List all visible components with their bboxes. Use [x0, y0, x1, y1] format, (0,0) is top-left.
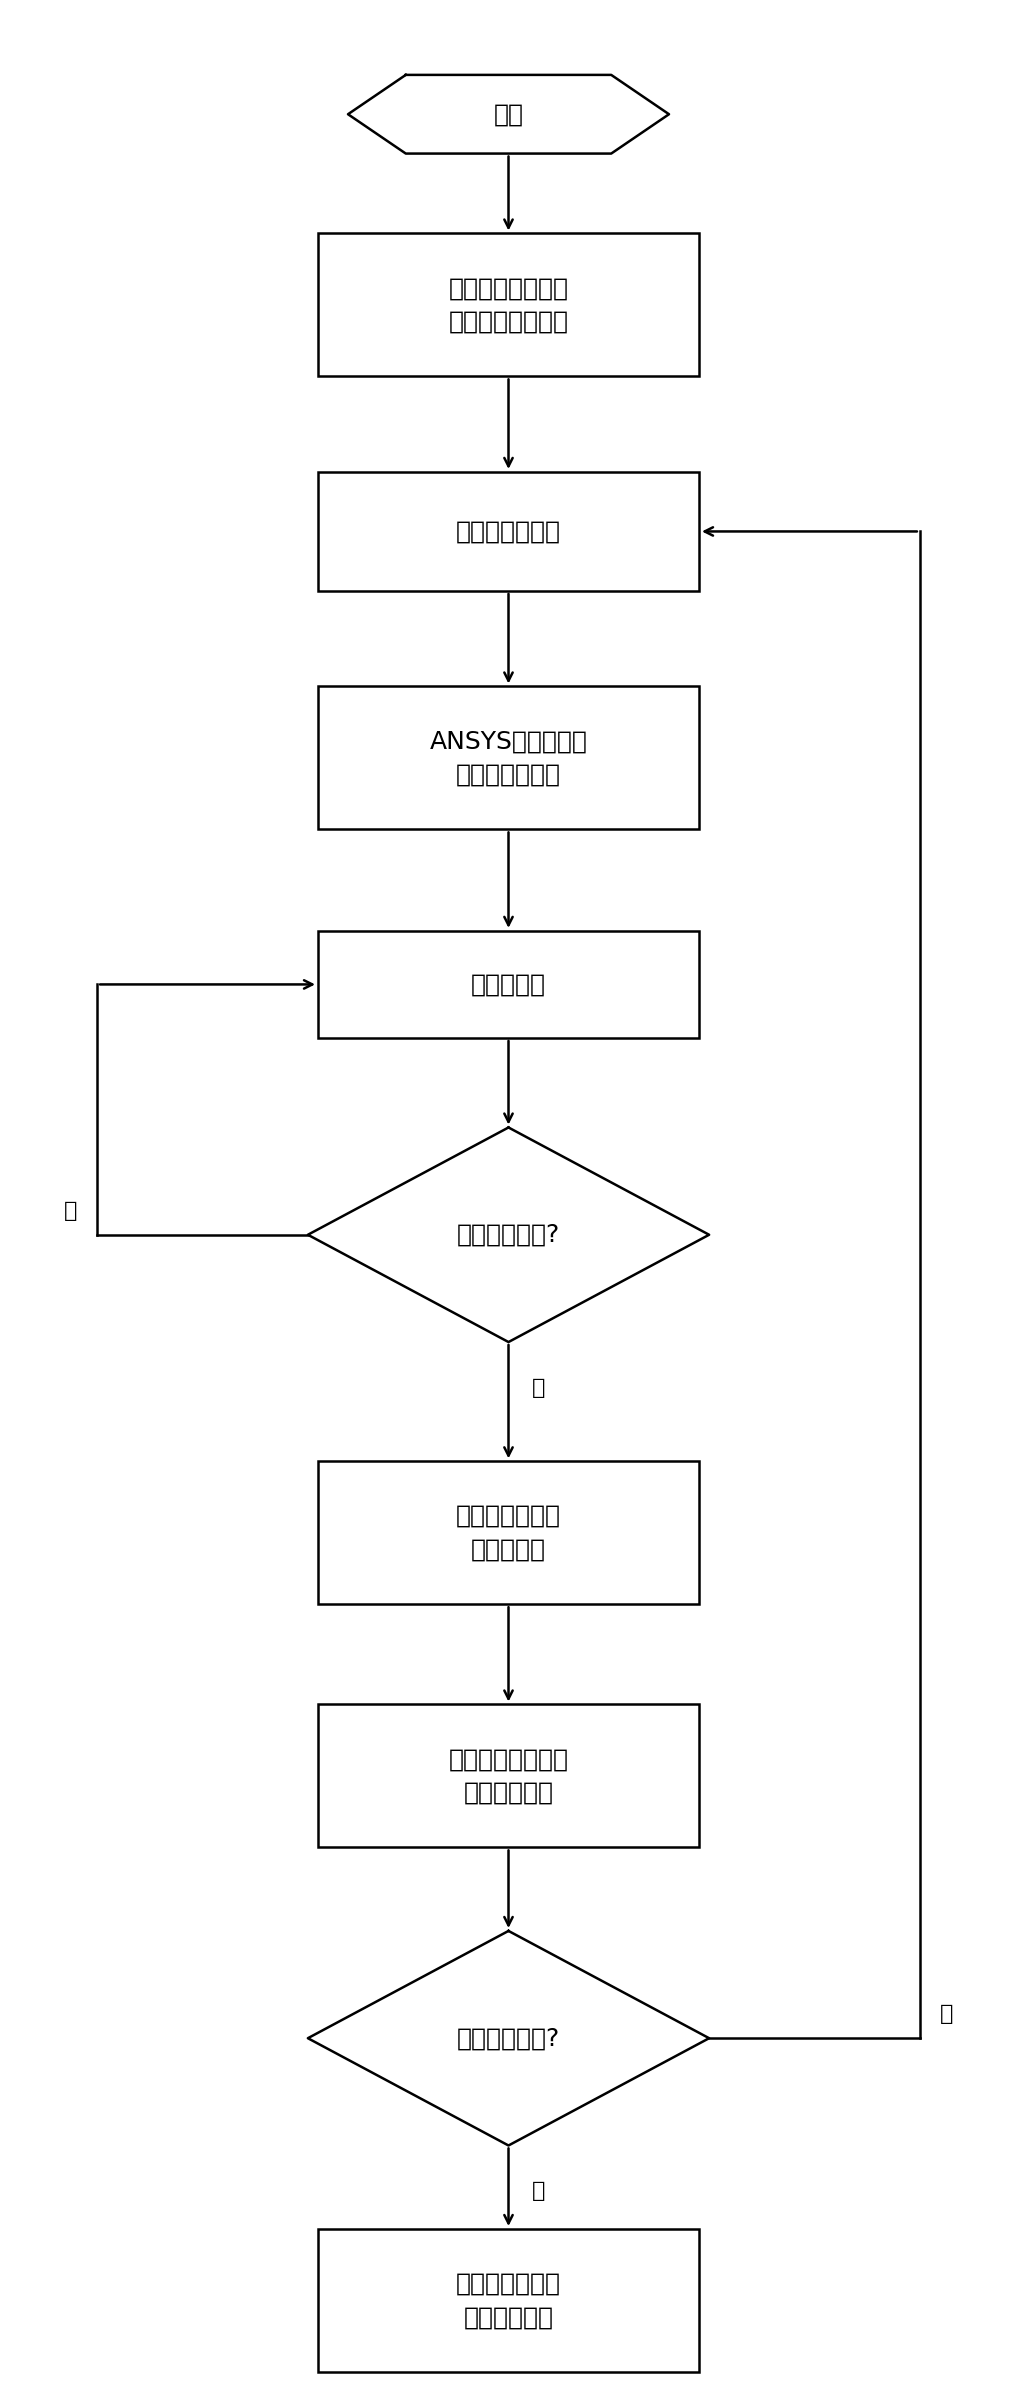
Text: 开始: 开始: [493, 103, 524, 127]
Text: 是: 是: [532, 2182, 545, 2201]
Text: 输出并更新当前
结构索张力: 输出并更新当前 结构索张力: [456, 1504, 561, 1561]
Text: 否: 否: [64, 1201, 77, 1221]
Text: ANSYS静力分析得
到结构应力分布: ANSYS静力分析得 到结构应力分布: [429, 729, 588, 787]
Bar: [318, 472, 699, 590]
Text: 输入一组索张力: 输入一组索张力: [456, 520, 561, 544]
Text: 索张力优化: 索张力优化: [471, 974, 546, 998]
Bar: [318, 1460, 699, 1604]
Text: 是: 是: [532, 1379, 545, 1398]
Text: 输出控制点位置
及应力偏差值: 输出控制点位置 及应力偏差值: [456, 2271, 561, 2328]
Bar: [318, 686, 699, 830]
Bar: [318, 2228, 699, 2372]
Text: 否: 否: [940, 2005, 953, 2024]
Text: 应力偏差极大?: 应力偏差极大?: [457, 1223, 560, 1247]
Text: 优化控制点位置并
更新薄膜形状: 优化控制点位置并 更新薄膜形状: [448, 1748, 569, 1806]
Bar: [318, 930, 699, 1038]
Bar: [318, 233, 699, 376]
Text: 应力偏差极小?: 应力偏差极小?: [457, 2026, 560, 2050]
Text: 输入样条曲线控制
点并建立薄膜边界: 输入样条曲线控制 点并建立薄膜边界: [448, 276, 569, 333]
Bar: [318, 1705, 699, 1846]
